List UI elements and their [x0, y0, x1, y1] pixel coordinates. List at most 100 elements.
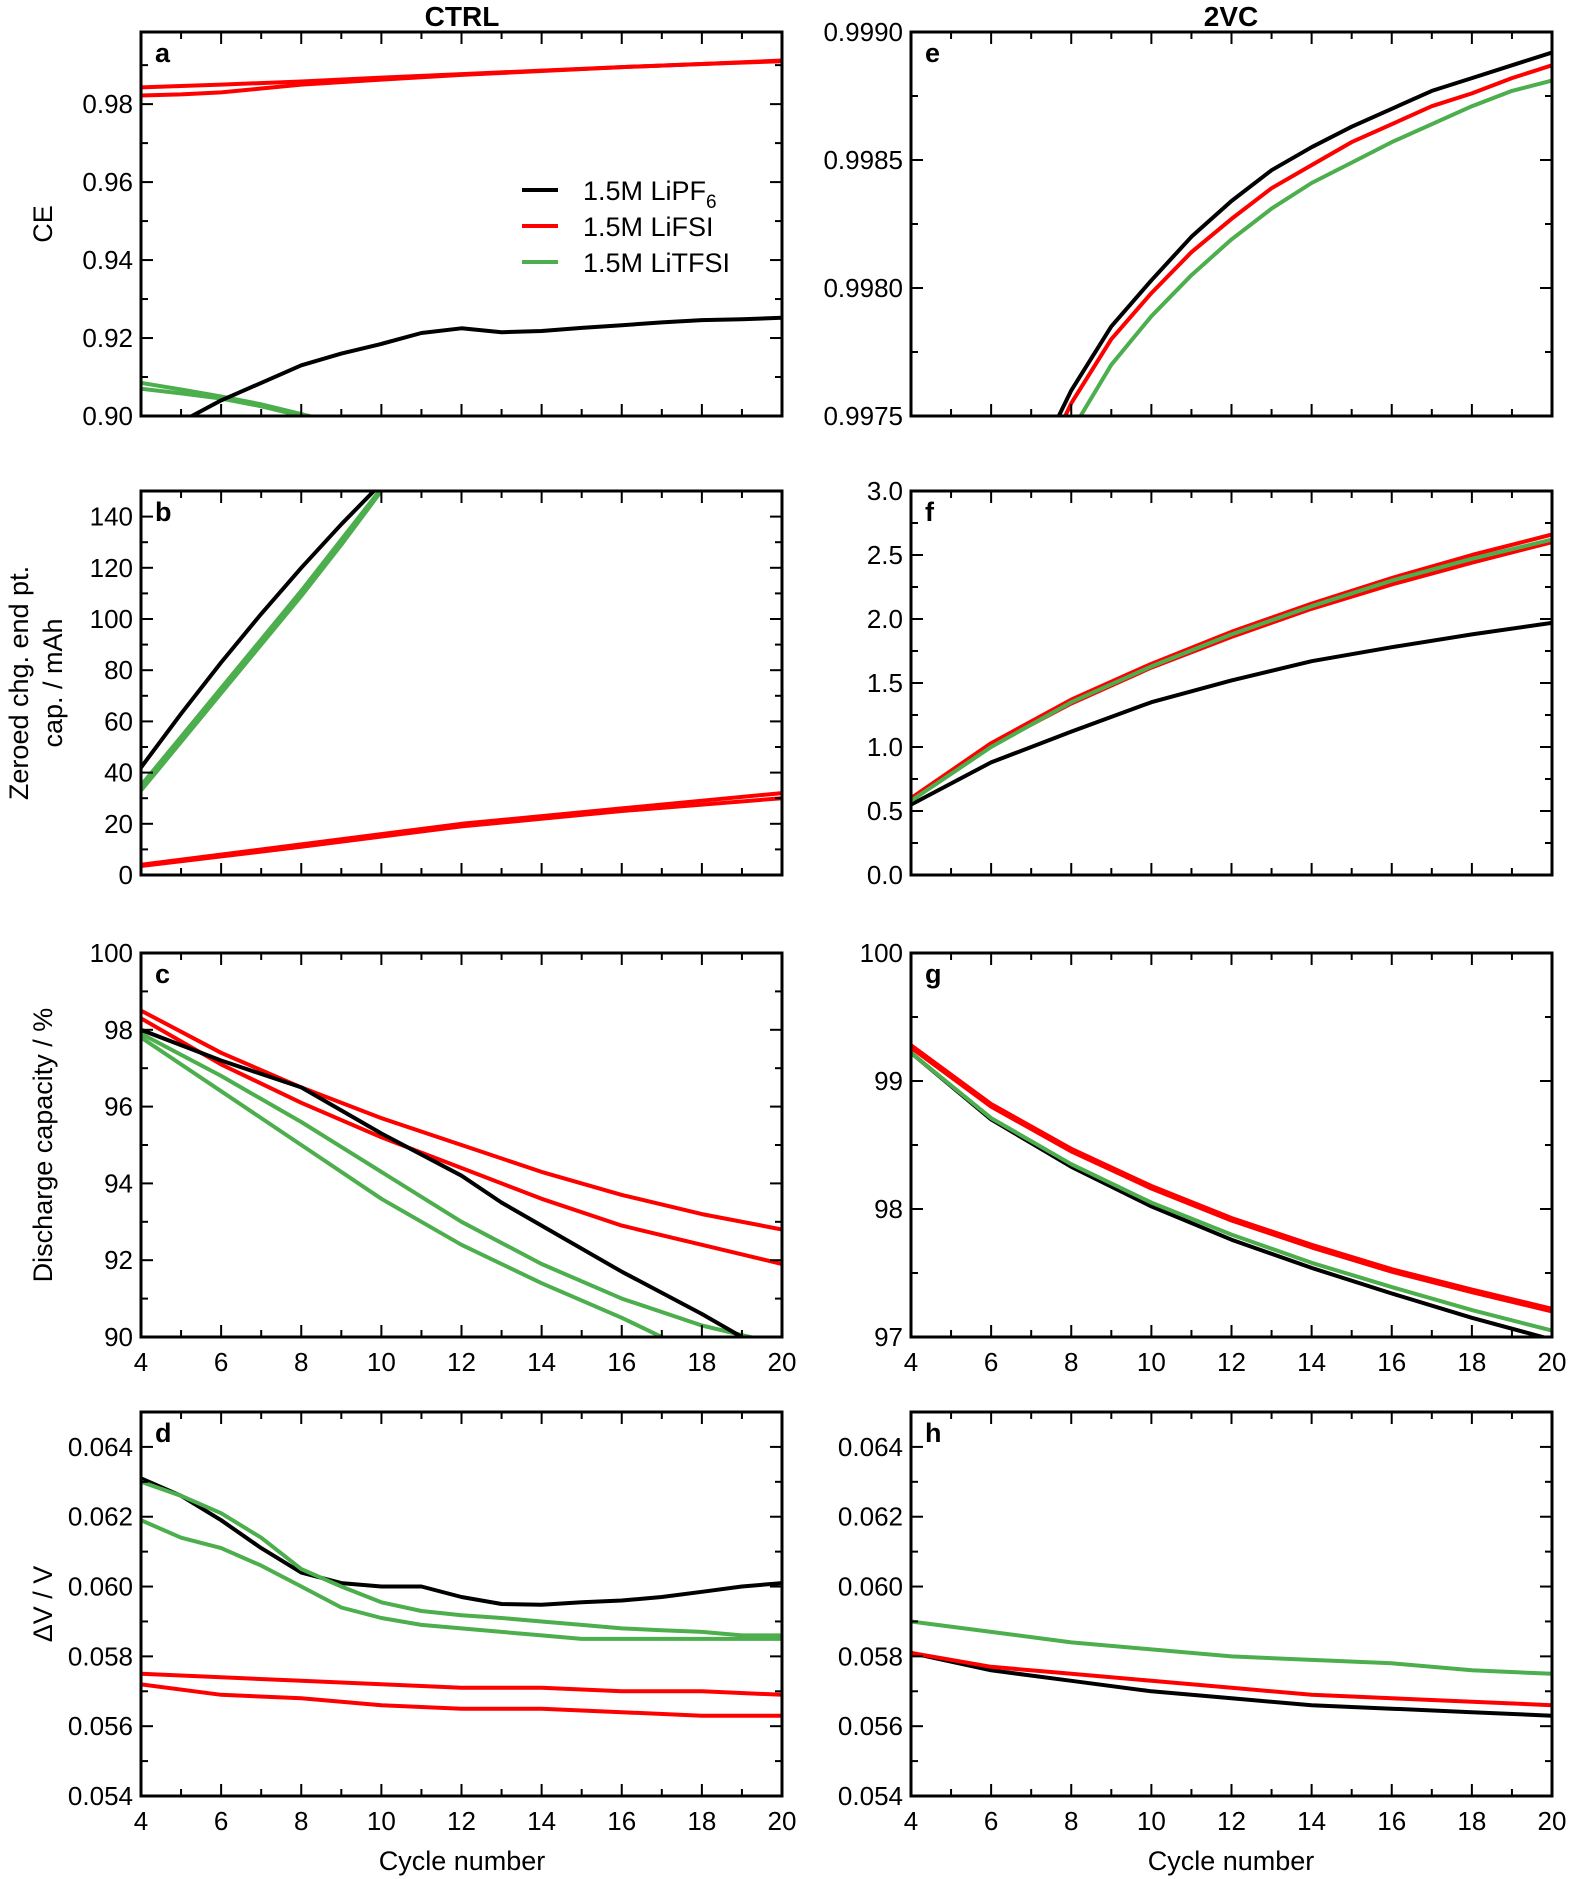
x-tick-label: 10: [1137, 1806, 1166, 1836]
x-tick-label: 18: [687, 1806, 716, 1836]
x-tick-label: 8: [1064, 1347, 1078, 1377]
legend-subscript: 6: [706, 192, 717, 213]
x-tick-label: 8: [294, 1347, 308, 1377]
y-tick-label: 100: [90, 938, 133, 968]
y-tick-label: 1.0: [867, 732, 903, 762]
legend-label: 1.5M LiTFSI: [583, 248, 730, 278]
panel-h: 4 6 8 10 12 14 16 18 20 0.054 0.056 0.058 0.060 0.062…: [838, 1410, 1567, 1836]
x-tick-label: 10: [367, 1347, 396, 1377]
x-tick-label: 14: [1297, 1347, 1326, 1377]
y-tick-label: 0.064: [68, 1432, 133, 1462]
series-line-1-5m-litfsi: [911, 1051, 1552, 1333]
y-tick-label: 40: [104, 758, 133, 788]
y-tick-label: 0.060: [838, 1572, 903, 1602]
y-tick-label: 0.062: [838, 1502, 903, 1532]
x-tick-label: 6: [984, 1806, 998, 1836]
y-tick-label: 0.056: [838, 1711, 903, 1741]
series-line-1-5m-lipf6: [141, 491, 377, 769]
column-title-2vc: 2VC: [1204, 1, 1258, 32]
y-tick-label: 0.92: [82, 323, 133, 353]
series-line-1-5m-litfsi: [141, 1518, 782, 1641]
series-line-1-5m-lifsi: [141, 791, 782, 867]
series-line-1-5m-lipf6: [141, 1027, 747, 1337]
series-line-1-5m-litfsi: [141, 491, 384, 792]
y-tick-label: 0.5: [867, 796, 903, 826]
y-axis-label: Discharge capacity / %: [28, 1008, 58, 1283]
series-line-1-5m-lifsi: [911, 1650, 1552, 1708]
x-tick-label: 20: [1538, 1806, 1567, 1836]
series-line-1-5m-lifsi: [911, 532, 1552, 800]
y-tick-label: 140: [90, 502, 133, 532]
y-tick-label: 0.94: [82, 245, 133, 275]
y-tick-label: 97: [874, 1322, 903, 1352]
series-line-1-5m-lifsi: [911, 540, 1552, 802]
x-tick-label: 16: [1377, 1806, 1406, 1836]
series-group: [911, 1619, 1552, 1718]
y-tick-label: 0.058: [838, 1641, 903, 1671]
x-tick-label: 16: [1377, 1347, 1406, 1377]
x-tick-label: 14: [527, 1347, 556, 1377]
series-line-1-5m-lifsi: [141, 59, 782, 98]
x-axis-label-left: Cycle number: [379, 1846, 546, 1876]
y-tick-label: 0.062: [68, 1502, 133, 1532]
y-tick-label: 0.054: [68, 1781, 133, 1811]
series-group: [141, 1476, 782, 1718]
x-tick-label: 18: [1457, 1347, 1486, 1377]
x-tick-label: 16: [607, 1806, 636, 1836]
x-tick-label: 6: [214, 1347, 228, 1377]
y-tick-label: 96: [104, 1092, 133, 1122]
x-tick-label: 4: [134, 1347, 148, 1377]
panel-label: h: [925, 1418, 942, 1448]
panel-e: 0.9975 0.9980 0.9985 0.9990 e: [823, 17, 1554, 431]
y-tick-label: 3.0: [867, 476, 903, 506]
series-line-1-5m-litfsi: [1078, 78, 1552, 416]
x-tick-label: 12: [1217, 1806, 1246, 1836]
series-line-1-5m-litfsi: [911, 537, 1552, 803]
x-tick-label: 20: [1538, 1347, 1567, 1377]
y-axis-label: cap. / mAh: [38, 618, 68, 747]
series-line-1-5m-lifsi: [141, 1008, 782, 1232]
series-line-1-5m-lipf6: [141, 1476, 782, 1607]
y-tick-label: 100: [860, 938, 903, 968]
y-tick-label: 20: [104, 809, 133, 839]
panel-label: a: [155, 38, 171, 68]
y-axis-label: ΔV / V: [28, 1566, 58, 1643]
x-tick-label: 4: [904, 1806, 918, 1836]
series-line-1-5m-lifsi: [911, 1046, 1552, 1314]
series-line-1-5m-lifsi: [141, 796, 782, 868]
y-tick-label: 99: [874, 1066, 903, 1096]
series-group: [911, 1043, 1552, 1337]
x-tick-label: 4: [134, 1806, 148, 1836]
series-line-1-5m-litfsi: [141, 1035, 668, 1337]
y-tick-label: 92: [104, 1245, 133, 1275]
x-tick-label: 12: [447, 1806, 476, 1836]
y-tick-label: 0.96: [82, 167, 133, 197]
series-line-1-5m-lipf6: [187, 315, 782, 416]
series-line-1-5m-lifsi: [1063, 63, 1552, 416]
x-tick-label: 16: [607, 1347, 636, 1377]
panel-d: 4 6 8 10 12 14 16 18 20 0.054 0.056 0.058 0.060 0.062…: [28, 1410, 796, 1836]
y-tick-label: 100: [90, 604, 133, 634]
panel-label: d: [155, 1418, 172, 1448]
panel-label: b: [155, 497, 172, 527]
series-line-1-5m-lifsi: [141, 1671, 782, 1697]
series-line-1-5m-lifsi: [911, 1043, 1552, 1311]
legend-item: 1.5M LiTFSI: [522, 248, 730, 278]
y-tick-label: 0.9975: [823, 401, 903, 431]
series-group: [141, 1008, 782, 1337]
legend-label: 1.5M LiFSI: [583, 212, 714, 242]
series-line-1-5m-lipf6: [911, 1650, 1552, 1718]
y-tick-label: 0.064: [838, 1432, 903, 1462]
y-tick-label: 120: [90, 553, 133, 583]
y-tick-label: 60: [104, 706, 133, 736]
panel-label: e: [925, 38, 940, 68]
panel-label: f: [925, 497, 935, 527]
legend-item: 1.5M LiFSI: [522, 212, 714, 242]
series-line-1-5m-litfsi: [141, 1479, 782, 1638]
series-line-1-5m-litfsi: [141, 491, 382, 787]
y-tick-label: 2.0: [867, 604, 903, 634]
x-tick-label: 4: [904, 1347, 918, 1377]
